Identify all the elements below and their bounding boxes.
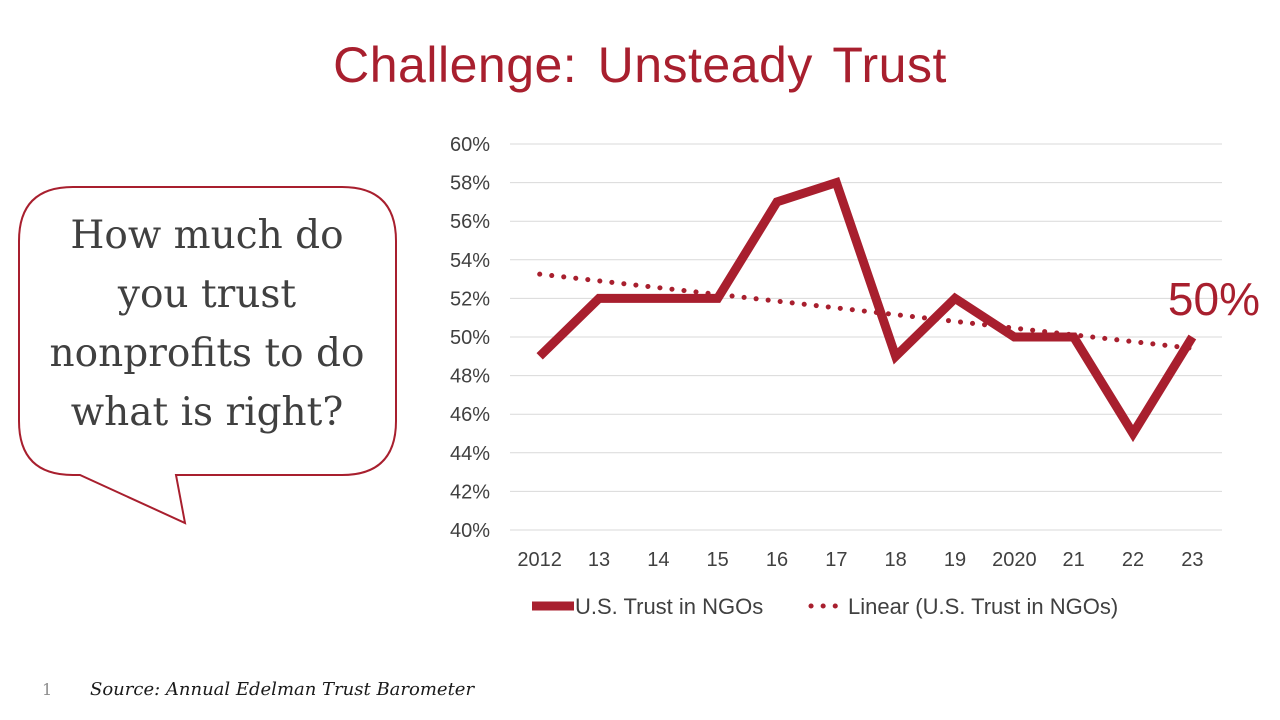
trendline-layer	[537, 271, 1195, 351]
x-tick-label: 22	[1122, 549, 1144, 571]
series-line	[536, 176, 1197, 443]
x-tick-label: 2012	[517, 549, 562, 571]
x-tick-label: 18	[885, 549, 907, 571]
question-line: nonprofits to do	[49, 331, 365, 376]
series-layer	[536, 176, 1197, 443]
x-tick-label: 21	[1063, 549, 1085, 571]
slide-title: Challenge: Unsteady Trust	[333, 37, 947, 93]
y-tick-label: 44%	[450, 443, 490, 465]
x-tick-label: 14	[647, 549, 669, 571]
x-tick-label: 16	[766, 549, 788, 571]
y-tick-label: 40%	[450, 520, 490, 542]
question-line: you trust	[117, 272, 297, 317]
y-tick-label: 42%	[450, 481, 490, 503]
x-tick-label: 19	[944, 549, 966, 571]
legend-label-trendline: Linear (U.S. Trust in NGOs)	[848, 594, 1118, 619]
x-tick-label: 2020	[992, 549, 1037, 571]
y-tick-label: 54%	[450, 250, 490, 272]
speech-bubble-outline	[18, 186, 397, 525]
x-tick-label: 23	[1181, 549, 1203, 571]
question-line: How much do	[70, 213, 344, 258]
x-tick-label: 17	[825, 549, 847, 571]
page-number: 1	[42, 680, 53, 699]
trendline	[537, 271, 1195, 351]
y-tick-label: 60%	[450, 134, 490, 156]
y-tick-label: 50%	[450, 327, 490, 349]
x-axis-ticks: 2012 13 14 15 16 17 18 19 2020 21 22 23	[517, 549, 1203, 571]
y-tick-label: 48%	[450, 366, 490, 388]
legend-label-series: U.S. Trust in NGOs	[575, 594, 763, 619]
annotation-layer: 50%	[1168, 273, 1260, 325]
callout-label: 50%	[1168, 273, 1260, 325]
x-tick-label: 13	[588, 549, 610, 571]
y-tick-label: 52%	[450, 288, 490, 310]
question-line: what is right?	[70, 390, 344, 435]
source-note: Source: Annual Edelman Trust Barometer	[90, 679, 475, 700]
y-tick-label: 56%	[450, 211, 490, 233]
y-tick-label: 46%	[450, 404, 490, 426]
y-tick-label: 58%	[450, 173, 490, 195]
x-tick-label: 15	[707, 549, 729, 571]
speech-bubble-question: How much do you trust nonprofits to do w…	[22, 206, 392, 442]
chart-gridlines	[510, 143, 1222, 531]
y-axis-ticks: 40% 42% 44% 46% 48% 50% 52% 54% 56% 58% 60%	[450, 134, 490, 542]
chart-legend: U.S. Trust in NGOs Linear (U.S. Trust in …	[532, 594, 1118, 619]
